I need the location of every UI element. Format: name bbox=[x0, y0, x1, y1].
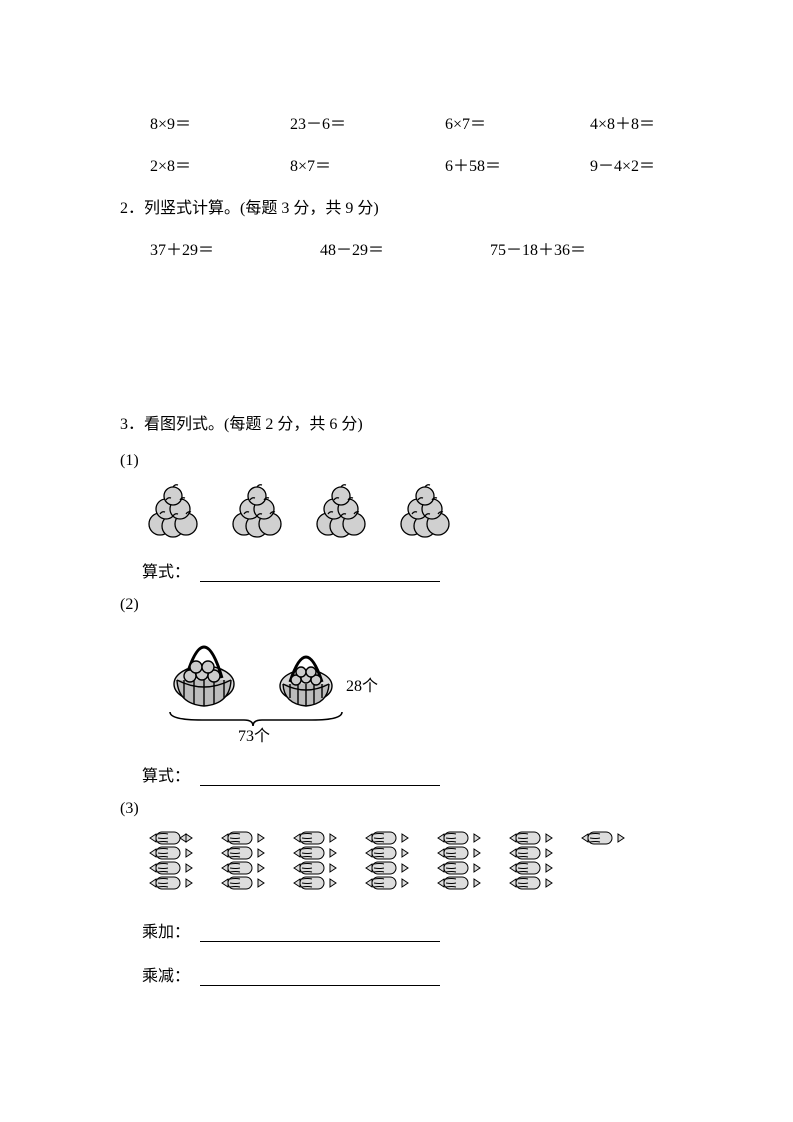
sub-2: (2) bbox=[120, 596, 680, 614]
apple-pile-icon bbox=[226, 482, 288, 538]
eq-1-2: 23－6＝ bbox=[290, 110, 445, 134]
question-3-header: 3．看图列式。(每题 2 分，共 6 分) bbox=[120, 410, 680, 434]
candy-group-partial-icon bbox=[574, 830, 636, 892]
mul-add-label: 乘加： bbox=[142, 924, 190, 941]
eq-1-1: 8×9＝ bbox=[150, 110, 290, 134]
candy-group-icon bbox=[214, 830, 276, 892]
sub-1: (1) bbox=[120, 452, 680, 470]
answer-line-1: 算式： bbox=[142, 558, 680, 582]
eq-2-1: 2×8＝ bbox=[150, 152, 290, 176]
candy-group-icon bbox=[142, 830, 204, 892]
apple-pile-icon bbox=[394, 482, 456, 538]
apple-piles bbox=[142, 482, 680, 538]
apple-pile-icon bbox=[142, 482, 204, 538]
answer-line-mul-sub: 乘减： bbox=[142, 962, 680, 986]
blank-line bbox=[200, 563, 440, 582]
candy-group-icon bbox=[430, 830, 492, 892]
formula-label: 算式： bbox=[142, 564, 190, 581]
answer-line-2: 算式： bbox=[142, 762, 680, 786]
veq-1: 37＋29＝ bbox=[150, 236, 320, 260]
candy-group-icon bbox=[502, 830, 564, 892]
blank-line bbox=[200, 967, 440, 986]
equations-row-1: 8×9＝ 23－6＝ 6×7＝ 4×8＋8＝ bbox=[150, 110, 680, 134]
eq-2-4: 9－4×2＝ bbox=[590, 152, 655, 176]
blank-line bbox=[200, 767, 440, 786]
eq-1-3: 6×7＝ bbox=[445, 110, 590, 134]
mul-sub-label: 乘减： bbox=[142, 968, 190, 985]
eq-2-2: 8×7＝ bbox=[290, 152, 445, 176]
sub-3: (3) bbox=[120, 800, 680, 818]
formula-label: 算式： bbox=[142, 768, 190, 785]
candy-group-icon bbox=[286, 830, 348, 892]
question-2-header: 2．列竖式计算。(每题 3 分，共 9 分) bbox=[120, 194, 680, 218]
basket-diagram: 28个 73个 bbox=[150, 626, 410, 736]
blank-line bbox=[200, 923, 440, 942]
candy-groups bbox=[142, 830, 680, 892]
basket-count-label: 28个 bbox=[346, 672, 378, 696]
eq-1-4: 4×8＋8＝ bbox=[590, 110, 655, 134]
candy-group-icon bbox=[358, 830, 420, 892]
equations-row-2: 2×8＝ 8×7＝ 6＋58＝ 9－4×2＝ bbox=[150, 152, 680, 176]
answer-line-mul-add: 乘加： bbox=[142, 918, 680, 942]
total-label: 73个 bbox=[238, 722, 270, 746]
veq-3: 75－18＋36＝ bbox=[490, 236, 586, 260]
vertical-equations: 37＋29＝ 48－29＝ 75－18＋36＝ bbox=[150, 236, 680, 260]
veq-2: 48－29＝ bbox=[320, 236, 490, 260]
apple-pile-icon bbox=[310, 482, 372, 538]
eq-2-3: 6＋58＝ bbox=[445, 152, 590, 176]
